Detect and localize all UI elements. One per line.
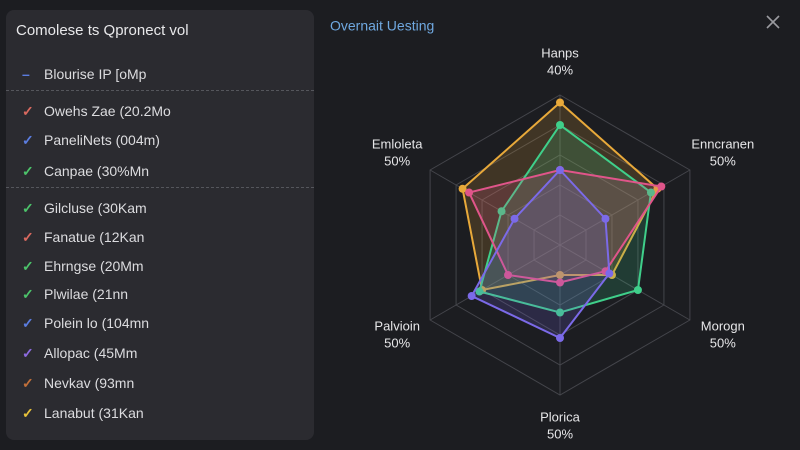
check-icon: ✓ — [22, 315, 34, 331]
check-icon: ✓ — [22, 229, 34, 245]
list-item[interactable]: ✓ PaneliNets (004m) — [22, 132, 160, 149]
radar-point — [458, 184, 467, 193]
radar-point — [556, 271, 564, 279]
check-icon: ✓ — [22, 200, 34, 216]
chart-title: Overnait Uesting — [330, 18, 434, 34]
item-label: Allopac (45Mm — [44, 345, 138, 361]
list-item[interactable]: ✓ Lanabut (31Kan — [22, 405, 144, 422]
radar-point — [497, 207, 506, 216]
axis-note: 50% — [710, 335, 736, 350]
radar-point — [556, 121, 564, 129]
item-label: Gilcluse (30Kam — [44, 200, 147, 216]
radar-point — [475, 287, 484, 296]
list-item[interactable]: ✓ Fanatue (12Kan — [22, 229, 144, 246]
item-label: PaneliNets (004m) — [44, 132, 160, 148]
axis-spoke — [429, 169, 561, 246]
check-icon: ✓ — [22, 405, 34, 421]
item-label: Polein lo (104mn — [44, 315, 150, 331]
side-panel: Comolese ts Qpronect vol – Blourise IP [o… — [6, 10, 314, 440]
axis-label: Palvioin — [374, 318, 420, 333]
axis-label: Plorica — [540, 409, 581, 424]
axis-label: Emloleta — [372, 136, 423, 151]
list-item[interactable]: ✓ Owehs Zae (20.2Mo — [22, 103, 171, 120]
check-icon: ✓ — [22, 345, 34, 361]
radar-point — [605, 269, 614, 278]
header-label: Blourise IP [oMp — [44, 66, 147, 82]
radar-point — [465, 188, 474, 197]
axis-note: 50% — [384, 335, 410, 350]
list-item[interactable]: ✓ Polein lo (104mn — [22, 315, 149, 332]
list-item[interactable]: ✓ Allopac (45Mm — [22, 345, 137, 362]
axis-spoke — [429, 244, 561, 321]
axis-label: Hanps — [541, 45, 579, 60]
radar-point — [556, 308, 564, 317]
axis-spoke — [559, 169, 691, 246]
radar-point — [556, 166, 564, 174]
panel-title: Comolese ts Qpronect vol — [16, 22, 189, 39]
radar-point — [633, 286, 642, 294]
radar-point — [510, 214, 519, 223]
panel-header[interactable]: – Blourise IP [oMp — [22, 66, 147, 82]
radar-point — [646, 188, 655, 197]
check-icon: ✓ — [22, 375, 34, 391]
list-item[interactable]: ✓ Gilcluse (30Kam — [22, 200, 147, 217]
radar-point — [556, 98, 564, 107]
item-label: Plwilae (21nn — [44, 286, 129, 302]
divider — [6, 90, 314, 91]
axis-spoke — [559, 244, 691, 321]
radar-point — [556, 334, 564, 342]
list-item[interactable]: ✓ Plwilae (21nn — [22, 286, 128, 303]
axis-label: Morogn — [701, 318, 745, 333]
item-label: Ehrngse (20Mm — [44, 258, 144, 274]
list-item[interactable]: ✓ Ehrngse (20Mm — [22, 258, 144, 275]
axis-label: Enncranen — [691, 136, 754, 151]
list-item[interactable]: ✓ Nevkav (93mn — [22, 375, 134, 392]
close-button[interactable] — [766, 15, 780, 29]
item-label: Owehs Zae (20.2Mo — [44, 103, 171, 119]
check-icon: ✓ — [22, 132, 34, 148]
item-label: Fanatue (12Kan — [44, 229, 145, 245]
item-label: Nevkav (93mn — [44, 375, 135, 391]
divider — [6, 187, 314, 188]
list-item[interactable]: ✓ Canpae (30%Mn — [22, 163, 149, 180]
radar-point — [556, 278, 564, 287]
check-icon: ✓ — [22, 163, 34, 179]
check-icon: ✓ — [22, 103, 34, 119]
radar-point — [657, 182, 666, 191]
radar-point — [504, 271, 513, 279]
item-label: Lanabut (31Kan — [44, 405, 144, 421]
check-icon: ✓ — [22, 258, 34, 274]
axis-note: 50% — [547, 426, 573, 441]
item-label: Canpae (30%Mn — [44, 163, 150, 179]
check-icon: ✓ — [22, 286, 34, 302]
axis-note: 50% — [384, 153, 410, 168]
axis-note: 50% — [710, 153, 736, 168]
radar-point — [467, 292, 476, 300]
axis-note: 40% — [547, 62, 573, 77]
radar-point — [601, 214, 610, 223]
